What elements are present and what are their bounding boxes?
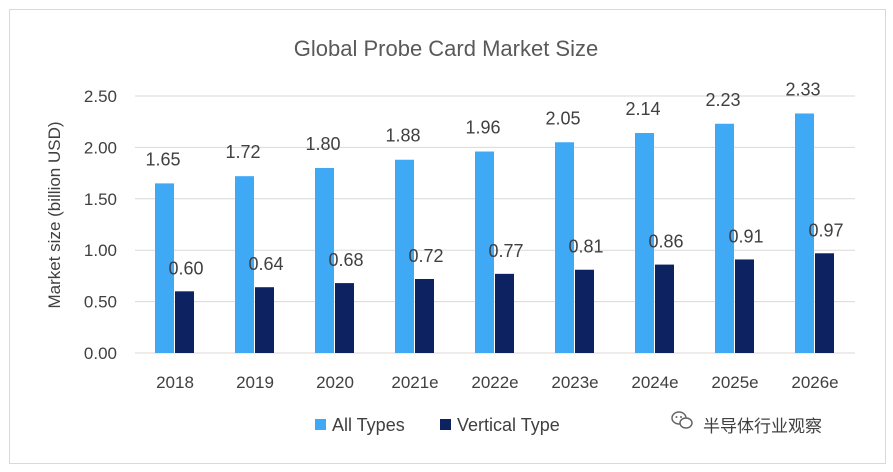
data-label: 2.33: [785, 79, 820, 99]
bar-vertical-type: [575, 269, 594, 353]
y-tick-label: 0.00: [84, 344, 117, 363]
data-label: 0.97: [808, 220, 843, 240]
data-label: 2.23: [705, 90, 740, 110]
data-label: 2.05: [545, 108, 580, 128]
bar-all-types: [475, 151, 494, 353]
x-tick-label: 2022e: [471, 373, 518, 392]
data-label: 1.72: [225, 142, 260, 162]
bar-vertical-type: [175, 291, 194, 353]
x-tick-label: 2023e: [551, 373, 598, 392]
bar-vertical-type: [735, 259, 754, 353]
data-label: 0.72: [408, 246, 443, 266]
y-axis-ticks: 0.00 0.50 1.00 1.50 2.00 2.50: [84, 87, 117, 363]
x-tick-label: 2021e: [391, 373, 438, 392]
bar-all-types: [795, 113, 814, 353]
legend-label: Vertical Type: [457, 415, 560, 435]
bar-vertical-type: [255, 287, 274, 353]
data-label: 1.88: [385, 126, 420, 146]
y-tick-label: 2.00: [84, 138, 117, 157]
bar-all-types: [715, 123, 734, 353]
y-tick-label: 1.50: [84, 190, 117, 209]
bars: [155, 113, 834, 353]
bar-vertical-type: [815, 253, 834, 353]
y-tick-label: 1.00: [84, 241, 117, 260]
legend-label: All Types: [332, 415, 405, 435]
x-tick-label: 2024e: [631, 373, 678, 392]
data-label: 0.81: [568, 237, 603, 257]
bar-all-types: [155, 183, 174, 353]
data-label: 0.64: [248, 254, 283, 274]
data-label: 1.96: [465, 118, 500, 138]
x-tick-label: 2025e: [711, 373, 758, 392]
bar-all-types: [315, 167, 334, 353]
data-label: 2.14: [625, 99, 660, 119]
bar-all-types: [635, 133, 654, 353]
y-tick-label: 2.50: [84, 87, 117, 106]
x-tick-label: 2026e: [791, 373, 838, 392]
bar-vertical-type: [495, 273, 514, 353]
bar-vertical-type: [655, 264, 674, 353]
legend-swatch: [315, 419, 326, 430]
x-tick-label: 2019: [236, 373, 274, 392]
x-axis-ticks: 2018 2019 2020 2021e 2022e 2023e 2024e 2025e 202…: [156, 373, 839, 392]
x-tick-label: 2018: [156, 373, 194, 392]
x-tick-label: 2020: [316, 373, 354, 392]
bar-all-types: [235, 176, 254, 353]
data-label: 0.91: [728, 226, 763, 246]
y-axis-label: Market size (billion USD): [45, 121, 64, 308]
bar-all-types: [395, 159, 414, 353]
bar-vertical-type: [415, 278, 434, 353]
watermark-text: 半导体行业观察: [703, 417, 822, 436]
data-label: 0.60: [168, 258, 203, 278]
data-label: 1.80: [305, 134, 340, 154]
data-label: 0.77: [488, 241, 523, 261]
y-tick-label: 0.50: [84, 293, 117, 312]
legend-swatch: [440, 419, 451, 430]
data-label: 0.86: [648, 232, 683, 252]
bar-all-types: [555, 142, 574, 353]
data-labels: 1.65 0.60 1.72 0.64 1.80 0.68 1.88 0.72 1.96 0.77…: [145, 79, 843, 278]
chart-title: Global Probe Card Market Size: [294, 36, 598, 61]
bar-vertical-type: [335, 283, 354, 353]
legend: All Types Vertical Type: [315, 415, 560, 435]
data-label: 1.65: [145, 149, 180, 169]
watermark: 半导体行业观察: [671, 411, 822, 436]
wechat-icon: [671, 411, 693, 429]
data-label: 0.68: [328, 250, 363, 270]
